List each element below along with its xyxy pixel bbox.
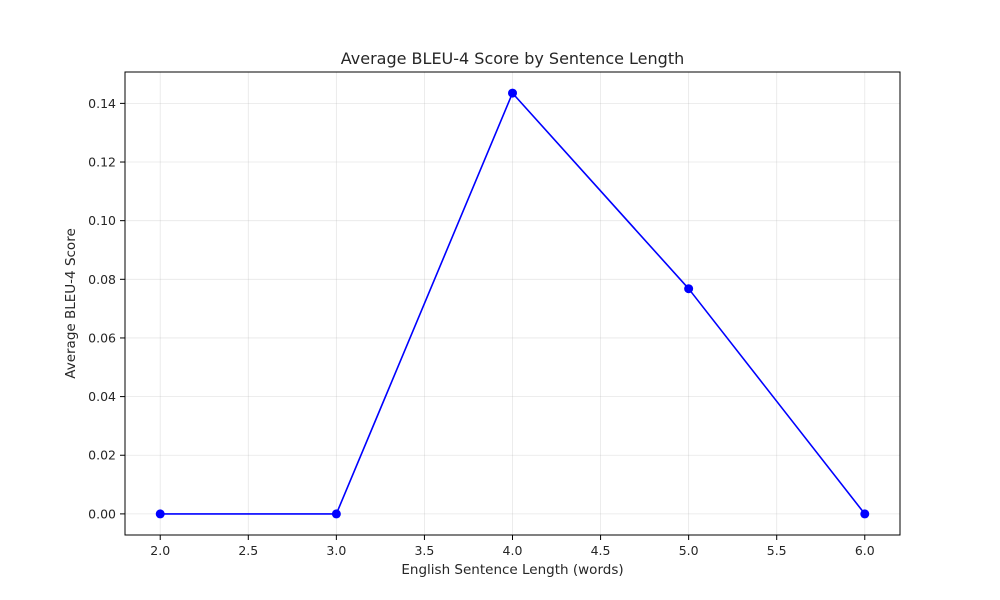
y-tick-label: 0.06 xyxy=(88,330,116,345)
grid-layer xyxy=(125,72,900,535)
y-tick-label: 0.10 xyxy=(88,213,116,228)
x-tick-label: 4.0 xyxy=(503,543,523,558)
x-tick-label: 6.0 xyxy=(855,543,875,558)
x-tick-label: 2.5 xyxy=(238,543,258,558)
y-tick-label: 0.04 xyxy=(88,389,116,404)
x-tick-label: 5.5 xyxy=(767,543,787,558)
data-point xyxy=(331,509,341,519)
x-axis-label: English Sentence Length (words) xyxy=(401,562,623,578)
y-tick-label: 0.14 xyxy=(88,96,116,111)
x-tick-label: 3.0 xyxy=(326,543,346,558)
x-tick-label: 4.5 xyxy=(591,543,611,558)
data-point xyxy=(860,509,870,519)
data-point xyxy=(684,284,694,294)
y-tick-label: 0.02 xyxy=(88,448,116,463)
series-layer xyxy=(155,88,870,519)
x-tick-label: 2.0 xyxy=(150,543,170,558)
y-tick-label: 0.08 xyxy=(88,272,116,287)
y-tick-label: 0.00 xyxy=(88,506,116,521)
data-point xyxy=(508,88,517,98)
x-tick-label: 5.0 xyxy=(679,543,699,558)
chart-title: Average BLEU-4 Score by Sentence Length xyxy=(341,49,684,68)
data-point xyxy=(155,509,165,519)
ticks-layer: 2.0 2.5 3.0 3.5 4.0 4.5 5.0 5.5 6.0 0.00 0.02 0.04 0… xyxy=(88,96,875,558)
y-axis-label: Average BLEU-4 Score xyxy=(63,228,79,378)
x-tick-label: 3.5 xyxy=(414,543,434,558)
y-tick-label: 0.12 xyxy=(88,155,116,170)
